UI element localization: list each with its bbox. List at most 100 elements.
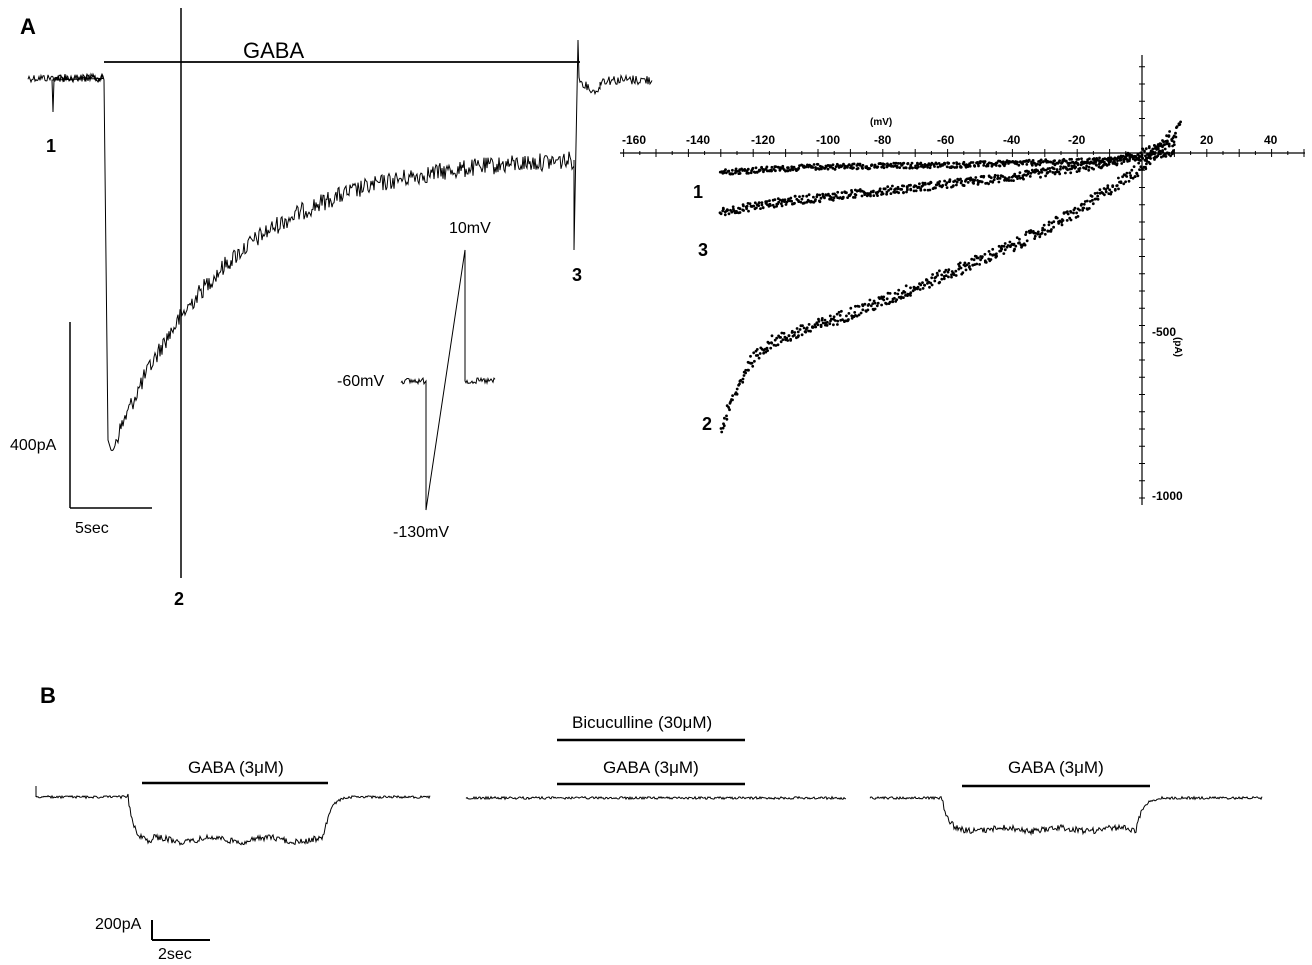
iv-point-series-3 [765, 200, 769, 203]
iv-point-series-2 [954, 269, 958, 273]
iv-point-series-1 [1116, 159, 1119, 163]
iv-point-series-2 [766, 349, 769, 352]
iv-scatter-points [718, 120, 1182, 434]
iv-point-series-2 [1005, 245, 1009, 249]
iv-point-series-2 [1144, 167, 1148, 171]
iv-point-series-2 [1093, 192, 1097, 195]
iv-point-series-3 [1110, 157, 1114, 161]
iv-point-series-2 [1042, 223, 1046, 227]
iv-point-series-1 [926, 165, 929, 169]
iv-point-series-2 [965, 263, 969, 267]
iv-point-series-2 [873, 301, 877, 305]
iv-point-series-3 [921, 183, 925, 187]
iv-point-series-2 [983, 252, 987, 256]
iv-point-series-2 [1122, 182, 1126, 186]
iv-point-series-3 [1066, 168, 1069, 172]
iv-point-series-3 [821, 192, 825, 196]
iv-point-series-3 [752, 204, 756, 208]
iv-point-series-2 [972, 258, 976, 262]
iv-point-series-3 [934, 186, 937, 190]
iv-point-series-3 [868, 192, 872, 196]
iv-point-series-2 [727, 406, 730, 409]
iv-point-series-1 [842, 162, 845, 166]
iv-point-series-3 [807, 193, 811, 197]
iv-point-series-2 [891, 300, 895, 304]
iv-point-series-2 [809, 329, 812, 333]
iv-point-series-2 [836, 319, 840, 323]
iv-point-series-3 [1141, 147, 1145, 151]
iv-point-series-3 [1073, 166, 1077, 170]
iv-point-series-2 [1082, 206, 1086, 210]
iv-point-series-3 [955, 183, 958, 187]
iv-point-series-2 [854, 304, 857, 308]
iv-point-series-1 [833, 167, 837, 171]
iv-point-series-3 [948, 178, 952, 182]
iv-point-series-1 [904, 166, 908, 170]
iv-point-series-3 [1085, 164, 1088, 168]
iv-point-series-3 [784, 203, 788, 206]
iv-point-series-3 [889, 192, 893, 196]
iv-point-series-1 [968, 164, 972, 168]
iv-point-series-2 [841, 318, 844, 322]
iv-point-series-3 [1100, 166, 1103, 170]
iv-point-series-3 [855, 189, 859, 193]
iv-point-series-3 [1028, 175, 1032, 178]
iv-point-series-2 [770, 341, 774, 345]
iv-point-series-3 [1119, 154, 1123, 158]
iv-point-series-2 [737, 383, 740, 387]
iv-point-series-2 [991, 247, 995, 251]
iv-point-series-2 [1075, 211, 1078, 215]
iv-point-series-1 [928, 166, 932, 170]
iv-point-series-1 [882, 166, 886, 170]
iv-point-series-2 [725, 414, 728, 418]
iv-point-series-2 [1139, 165, 1143, 169]
iv-point-series-1 [1021, 162, 1025, 166]
iv-point-series-3 [1151, 147, 1155, 151]
iv-point-series-1 [734, 167, 738, 171]
gaba-label-control: GABA (3μM) [188, 758, 284, 777]
iv-point-series-2 [896, 292, 900, 296]
iv-point-series-2 [1015, 236, 1019, 240]
iv-point-series-3 [889, 187, 892, 191]
iv-point-series-3 [1051, 171, 1055, 174]
iv-point-series-1 [959, 165, 962, 168]
iv-point-series-3 [1012, 179, 1015, 183]
iv-point-series-1 [896, 162, 900, 165]
iv-point-series-2 [938, 280, 942, 284]
iv-point-series-3 [831, 198, 835, 202]
iv-point-series-2 [1113, 188, 1117, 192]
bicuculline-trace [465, 795, 847, 801]
iv-point-series-2 [1145, 162, 1148, 166]
iv-point-series-2 [973, 263, 976, 266]
iv-point-series-3 [896, 187, 900, 191]
iv-point-series-1 [846, 166, 849, 169]
iv-point-series-2 [958, 261, 962, 265]
iv-point-series-2 [1125, 171, 1129, 175]
iv-point-series-3 [989, 180, 992, 183]
iv-point-series-2 [918, 288, 922, 291]
iv-point-series-1 [865, 165, 869, 168]
iv-point-series-3 [1128, 157, 1132, 161]
iv-point-series-1 [754, 166, 758, 170]
iv-point-series-3 [845, 191, 848, 195]
iv-point-series-1 [1046, 160, 1050, 164]
iv-point-series-1 [910, 161, 914, 165]
iv-point-series-1 [829, 164, 832, 168]
iv-point-series-3 [1022, 177, 1025, 181]
iv-point-series-3 [885, 192, 888, 196]
iv-point-series-2 [968, 267, 972, 271]
iv-point-series-2 [782, 331, 786, 335]
iv-point-series-1 [994, 164, 998, 167]
iv-point-series-2 [752, 351, 756, 355]
gaba-current-trace [27, 8, 653, 578]
iv-point-series-2 [1066, 212, 1070, 216]
iv-point-series-3 [1126, 154, 1130, 157]
iv-point-series-2 [895, 298, 899, 301]
iv-point-series-3 [996, 176, 1000, 180]
iv-point-series-2 [720, 430, 724, 434]
iv-point-series-2 [1161, 139, 1164, 142]
iv-point-series-2 [933, 279, 937, 283]
iv-point-series-1 [747, 171, 750, 175]
iv-point-series-2 [853, 311, 857, 314]
iv-point-series-2 [1104, 190, 1108, 194]
